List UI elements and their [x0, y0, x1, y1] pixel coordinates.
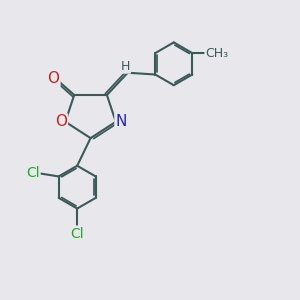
Text: Cl: Cl: [26, 166, 40, 180]
Text: O: O: [47, 71, 59, 86]
Text: H: H: [121, 60, 130, 73]
Text: Cl: Cl: [70, 226, 84, 241]
Text: CH₃: CH₃: [206, 46, 229, 60]
Text: N: N: [116, 114, 127, 129]
Text: O: O: [55, 114, 67, 129]
